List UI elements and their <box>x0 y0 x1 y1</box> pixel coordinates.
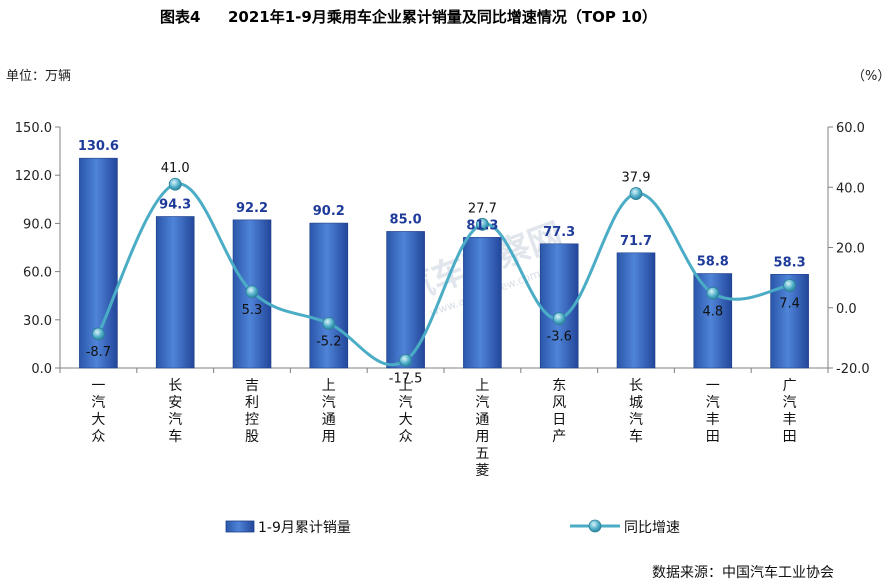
left-tick-label: 90.0 <box>23 217 52 232</box>
category-label: 吉利控股 <box>245 378 259 445</box>
right-tick-label: -20.0 <box>836 362 870 377</box>
left-axis-unit: 单位：万辆 <box>6 69 71 84</box>
bar-value-label: 58.3 <box>774 255 806 270</box>
legend: 1-9月累计销量 同比增速 <box>225 519 680 536</box>
category-label: 一汽丰田 <box>706 378 720 445</box>
right-tick-label: 60.0 <box>836 121 865 136</box>
left-tick-label: 120.0 <box>15 169 52 184</box>
legend-bar-swatch <box>225 520 255 533</box>
line-value-label: -8.7 <box>86 345 111 360</box>
category-labels: 一汽大众 长安汽车 吉利控股 上汽通用 上汽大众 上汽通用五菱 东风日产 长城汽车 一汽丰田 广汽… <box>91 378 796 479</box>
category-label: 广汽丰田 <box>783 378 797 445</box>
left-tick-label: 60.0 <box>23 266 52 281</box>
data-source: 数据来源：中国汽车工业协会 <box>652 564 834 581</box>
category-label: 一汽大众 <box>91 378 105 445</box>
bar-value-label: 92.2 <box>236 201 268 216</box>
bar <box>309 222 349 369</box>
bar <box>463 237 502 369</box>
category-label: 东风日产 <box>552 378 566 445</box>
bar <box>616 252 656 369</box>
data-labels: 130.6 94.3 92.2 90.2 85.0 81.3 77.3 71.7 58.8 58.… <box>78 139 806 386</box>
line-point <box>783 279 796 292</box>
line-point <box>92 327 105 341</box>
category-label: 长安汽车 <box>168 378 182 445</box>
category-label: 上汽通用五菱 <box>475 378 489 479</box>
line-value-label: 7.4 <box>779 296 800 311</box>
bar-value-label: 58.8 <box>697 255 729 270</box>
line-value-label: 4.8 <box>702 304 723 319</box>
category-label: 长城汽车 <box>629 378 643 445</box>
right-tick-label: 20.0 <box>836 242 865 257</box>
line-point <box>552 312 566 325</box>
bar-value-label: 71.7 <box>620 234 652 249</box>
bar-value-label: 81.3 <box>466 218 498 233</box>
line-point <box>168 177 182 191</box>
legend-line-marker <box>588 519 602 533</box>
bar-value-label: 94.3 <box>159 197 191 212</box>
line-point <box>475 217 489 231</box>
line-value-label: -17.5 <box>389 371 423 386</box>
bar-value-label: 77.3 <box>543 225 575 240</box>
line-point <box>629 187 643 200</box>
line-point <box>399 354 413 367</box>
line-value-label: 37.9 <box>622 171 651 186</box>
line-value-label: -5.2 <box>316 334 341 349</box>
line-value-label: 5.3 <box>242 303 263 318</box>
line-value-label: -3.6 <box>547 330 572 345</box>
line-point <box>245 285 259 299</box>
growth-line <box>92 177 796 367</box>
bar-value-label: 130.6 <box>78 139 119 154</box>
axes: 0.0 30.0 60.0 90.0 120.0 150.0 -20.0 0.0 20.0 40.… <box>15 121 870 377</box>
line-value-label: 27.7 <box>468 201 497 216</box>
category-label: 上汽通用 <box>322 378 336 445</box>
category-label: 上汽大众 <box>399 378 413 445</box>
bar-value-label: 90.2 <box>313 204 345 219</box>
left-tick-label: 150.0 <box>15 121 52 136</box>
chart-title: 2021年1-9月乘用车企业累计销量及同比增速情况（TOP 10） <box>228 8 657 26</box>
legend-line-label: 同比增速 <box>624 520 680 536</box>
right-tick-label: 0.0 <box>836 302 857 317</box>
right-tick-label: 40.0 <box>836 181 865 196</box>
figure-label: 图表4 <box>160 8 200 26</box>
line-point <box>706 286 720 300</box>
left-tick-label: 0.0 <box>31 362 52 377</box>
right-axis-unit: （%） <box>852 69 889 84</box>
left-tick-label: 30.0 <box>23 314 52 329</box>
line-point <box>322 317 336 330</box>
legend-bar-label: 1-9月累计销量 <box>258 520 351 536</box>
line-value-label: 41.0 <box>161 161 190 176</box>
bar <box>155 216 195 369</box>
bar-value-label: 85.0 <box>390 212 422 227</box>
growth-line-path <box>97 182 790 367</box>
